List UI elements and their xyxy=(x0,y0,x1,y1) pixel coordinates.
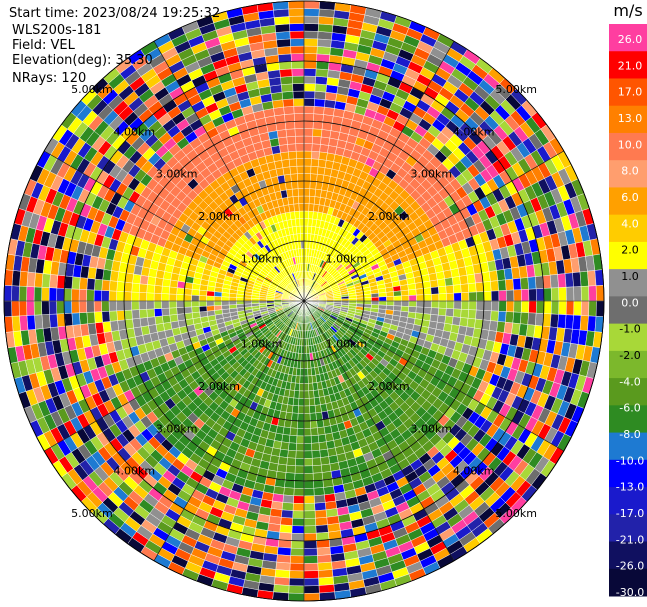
colorbar-unit-label: m/s xyxy=(613,1,642,20)
colorbar-tick-label: -21.0 xyxy=(616,533,644,546)
colorbar-tick-label: -10.0 xyxy=(616,454,644,467)
colorbar-tick-label: 0.0 xyxy=(621,296,639,309)
colorbar-tick-label: 10.0 xyxy=(618,138,643,151)
colorbar-tick-label: -6.0 xyxy=(619,402,640,415)
colorbar-tick-label: -17.0 xyxy=(616,507,644,520)
colorbar-tick-label: 21.0 xyxy=(618,59,643,72)
colorbar-tick-label: -1.0 xyxy=(619,323,640,336)
colorbar-tick-label: -2.0 xyxy=(619,349,640,362)
colorbar-tick-label: -30.0 xyxy=(616,586,644,599)
colorbar-tick-label: 17.0 xyxy=(618,86,643,99)
colorbar-tick-label: 13.0 xyxy=(618,112,643,125)
colorbar-tick-label: 2.0 xyxy=(621,244,639,257)
colorbar-tick-label: 26.0 xyxy=(618,33,643,46)
colorbar-tick-label: 1.0 xyxy=(621,270,639,283)
colorbar-tick-label: -13.0 xyxy=(616,481,644,494)
colorbar-tick-label: 4.0 xyxy=(621,217,639,230)
colorbar-tick-label: -26.0 xyxy=(616,560,644,573)
colorbar-tick-label: 8.0 xyxy=(621,165,639,178)
colorbar-tick-label: 6.0 xyxy=(621,191,639,204)
colorbar-tick-label: -4.0 xyxy=(619,375,640,388)
colorbar-tick-label: -8.0 xyxy=(619,428,640,441)
